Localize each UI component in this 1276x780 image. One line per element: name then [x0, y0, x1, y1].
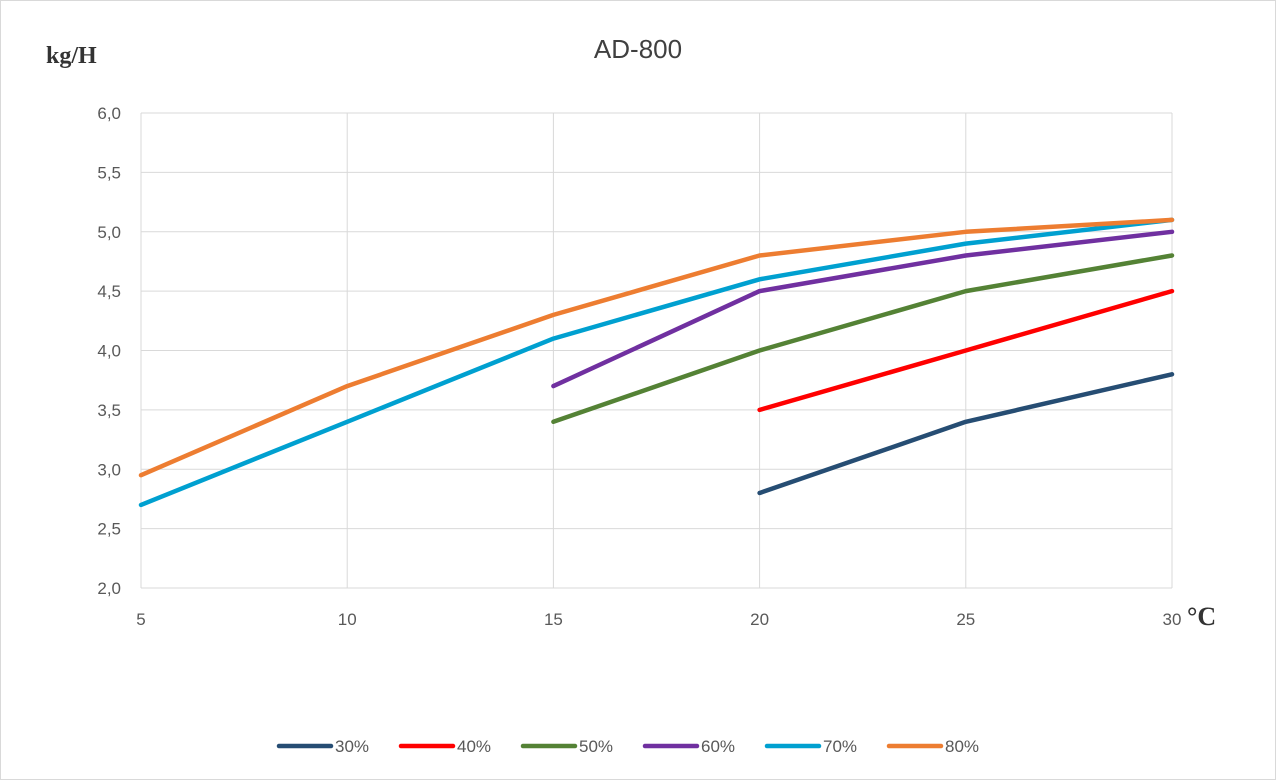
y-tick-label: 3,0	[97, 460, 121, 479]
y-tick-label: 4,0	[97, 342, 121, 361]
legend-label: 70%	[823, 737, 857, 756]
legend-label: 60%	[701, 737, 735, 756]
x-tick-label: 25	[956, 610, 975, 629]
y-tick-label: 2,0	[97, 579, 121, 598]
y-tick-label: 2,5	[97, 520, 121, 539]
y-axis-ticks: 2,0 2,5 3,0 3,5 4,0 4,5 5,0 5,5 6,0	[97, 104, 121, 598]
legend-label: 30%	[335, 737, 369, 756]
legend-label: 50%	[579, 737, 613, 756]
x-axis-unit: °C	[1187, 602, 1216, 631]
x-tick-label: 5	[136, 610, 145, 629]
legend-item: 50%	[520, 737, 613, 756]
series-line-30pct	[757, 372, 1175, 496]
series-line-70pct	[138, 217, 1175, 508]
legend-item: 80%	[886, 737, 979, 756]
legend: 30% 40% 50% 60% 70% 80%	[276, 737, 979, 756]
legend-item: 70%	[764, 737, 857, 756]
legend-label: 40%	[457, 737, 491, 756]
legend-label: 80%	[945, 737, 979, 756]
series-line-80pct	[138, 217, 1175, 478]
y-tick-label: 5,5	[97, 163, 121, 182]
chart-title: AD-800	[594, 34, 682, 64]
legend-item: 60%	[642, 737, 735, 756]
legend-item: 40%	[398, 737, 491, 756]
series-line-40pct	[757, 288, 1175, 413]
series-line-50pct	[551, 253, 1175, 425]
series-lines	[138, 217, 1175, 508]
x-tick-label: 20	[750, 610, 769, 629]
y-tick-label: 6,0	[97, 104, 121, 123]
x-axis-ticks: 5 10 15 20 25 30	[136, 610, 1181, 629]
grid	[140, 112, 1173, 589]
legend-item: 30%	[276, 737, 369, 756]
y-tick-label: 4,5	[97, 282, 121, 301]
x-tick-label: 10	[338, 610, 357, 629]
x-tick-label: 30	[1163, 610, 1182, 629]
y-tick-label: 3,5	[97, 401, 121, 420]
series-line-60pct	[551, 229, 1175, 389]
y-tick-label: 5,0	[97, 223, 121, 242]
y-axis-label: kg/H	[46, 43, 97, 69]
x-tick-label: 15	[544, 610, 563, 629]
